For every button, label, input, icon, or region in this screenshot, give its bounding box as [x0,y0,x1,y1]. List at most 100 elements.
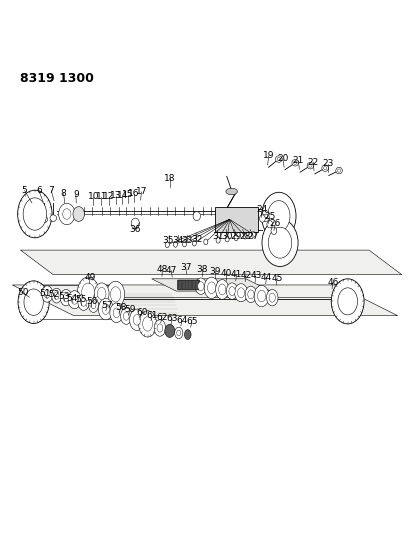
Text: 57: 57 [101,301,113,310]
Ellipse shape [247,290,254,299]
FancyBboxPatch shape [177,280,199,290]
Ellipse shape [257,290,265,302]
Text: 58: 58 [115,303,126,312]
Ellipse shape [293,161,296,164]
Text: 5: 5 [22,186,27,195]
Ellipse shape [54,292,59,300]
Text: 40: 40 [220,269,231,278]
Text: 23: 23 [321,159,333,168]
Ellipse shape [88,297,98,312]
Ellipse shape [154,320,165,336]
Ellipse shape [234,235,238,241]
Ellipse shape [77,277,99,306]
Text: 49: 49 [84,273,96,281]
Text: 52: 52 [48,290,60,300]
Ellipse shape [237,288,244,298]
Text: 9: 9 [73,190,79,199]
Text: 39: 39 [209,267,220,276]
Text: 46: 46 [326,278,338,287]
Ellipse shape [321,165,328,172]
Ellipse shape [225,236,229,242]
Text: 14: 14 [116,191,128,200]
Text: 20: 20 [276,154,288,163]
Ellipse shape [268,293,275,302]
Ellipse shape [193,212,200,221]
Ellipse shape [173,241,177,247]
Ellipse shape [157,324,162,332]
Ellipse shape [254,285,268,306]
Ellipse shape [275,156,281,163]
Text: 34: 34 [172,236,183,245]
Ellipse shape [60,289,72,306]
Ellipse shape [129,309,144,330]
Polygon shape [151,279,270,291]
Ellipse shape [110,287,121,302]
Text: 36: 36 [129,225,141,234]
Text: 64: 64 [176,316,187,325]
Text: 30: 30 [221,232,232,241]
Text: 28: 28 [238,232,250,241]
Ellipse shape [226,283,237,300]
Text: 22: 22 [307,158,318,167]
Ellipse shape [197,281,204,290]
Ellipse shape [215,280,228,300]
Ellipse shape [73,207,84,221]
Text: 63: 63 [166,314,178,324]
Text: 53: 53 [58,292,69,301]
Ellipse shape [18,281,49,324]
Ellipse shape [138,311,156,337]
Text: 33: 33 [181,236,192,245]
Ellipse shape [291,159,298,166]
Ellipse shape [276,157,280,161]
Ellipse shape [102,304,109,314]
Ellipse shape [113,308,119,318]
Text: 60: 60 [136,308,147,317]
Ellipse shape [165,242,169,248]
Ellipse shape [41,216,47,223]
Ellipse shape [164,324,174,337]
Ellipse shape [18,190,52,238]
Text: 41: 41 [230,270,242,279]
Ellipse shape [261,192,295,240]
Text: 27: 27 [247,232,258,241]
Ellipse shape [330,279,363,324]
Ellipse shape [228,287,235,296]
Ellipse shape [261,219,297,266]
Ellipse shape [195,278,206,294]
Ellipse shape [259,215,265,222]
Ellipse shape [262,217,268,221]
Ellipse shape [110,303,123,322]
Text: 51: 51 [39,289,51,298]
Ellipse shape [192,240,196,246]
Ellipse shape [234,284,247,302]
Ellipse shape [267,227,291,258]
Ellipse shape [131,218,139,229]
Ellipse shape [123,312,129,320]
Polygon shape [20,250,401,274]
Text: 7: 7 [48,186,54,195]
Ellipse shape [120,308,132,324]
Ellipse shape [176,330,180,336]
Text: 38: 38 [196,265,207,274]
Text: 43: 43 [249,271,261,280]
Ellipse shape [50,215,56,221]
Ellipse shape [306,163,313,169]
Ellipse shape [270,227,276,235]
Ellipse shape [23,198,47,230]
Ellipse shape [44,290,50,298]
Text: 59: 59 [124,305,136,314]
Ellipse shape [52,288,61,303]
Text: 32: 32 [191,235,202,244]
Text: 65: 65 [186,317,197,326]
Ellipse shape [58,204,75,225]
Text: 50: 50 [17,288,28,297]
Text: 8: 8 [61,189,66,198]
Ellipse shape [243,233,247,239]
Ellipse shape [97,287,106,300]
Text: 8319 1300: 8319 1300 [20,72,94,85]
Polygon shape [12,285,397,316]
Ellipse shape [207,282,215,294]
Text: 10: 10 [88,192,99,201]
Ellipse shape [71,295,78,304]
Text: 45: 45 [271,274,282,283]
